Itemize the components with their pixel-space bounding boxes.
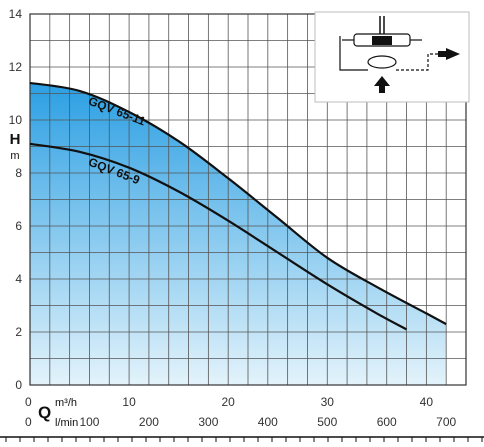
x-axis-letter: Q <box>38 403 51 422</box>
y-tick-label: 4 <box>15 272 22 286</box>
pump-diagram-icon <box>314 11 470 103</box>
series-line <box>29 81 447 326</box>
x-tick-label-lmin: 500 <box>317 415 337 429</box>
x-tick-label-m3h: 20 <box>222 395 236 409</box>
y-tick-label: 12 <box>9 60 23 74</box>
x-primary-zero: 0 <box>25 395 32 409</box>
tick-labels: 0 2 4 6 8 10 12 14 10 20 30 40 100 200 300 400 500 600 700 <box>9 7 457 429</box>
series-line <box>29 142 408 331</box>
x-tick-label-m3h: 10 <box>122 395 136 409</box>
y-tick-label: 6 <box>15 219 22 233</box>
axis-texts: Hm0 m³/hQ0 l/min <box>0 131 484 442</box>
x-tick-label-lmin: 600 <box>377 415 397 429</box>
y-tick-label: 14 <box>9 7 23 21</box>
x-tick-label-m3h: 30 <box>321 395 335 409</box>
area-fill <box>30 82 447 386</box>
x-tick-label-lmin: 200 <box>139 415 159 429</box>
y-tick-label: 10 <box>9 113 23 127</box>
x-tick-label-m3h: 40 <box>420 395 434 409</box>
x-primary-unit: m³/h <box>55 397 77 409</box>
x-tick-label-lmin: 100 <box>79 415 99 429</box>
y-axis-letter: H <box>10 131 21 148</box>
y-tick-label: 8 <box>15 166 22 180</box>
x-tick-label-lmin: 300 <box>198 415 218 429</box>
y-tick-label: 0 <box>15 378 22 392</box>
x-tick-label-lmin: 400 <box>258 415 278 429</box>
plot-frame <box>29 13 467 386</box>
y-tick-label: 2 <box>15 325 22 339</box>
x-secondary-unit: l/min <box>55 417 78 429</box>
y-axis-unit: m <box>10 150 19 162</box>
x-secondary-zero: 0 <box>25 415 32 429</box>
x-tick-label-lmin: 700 <box>436 415 456 429</box>
